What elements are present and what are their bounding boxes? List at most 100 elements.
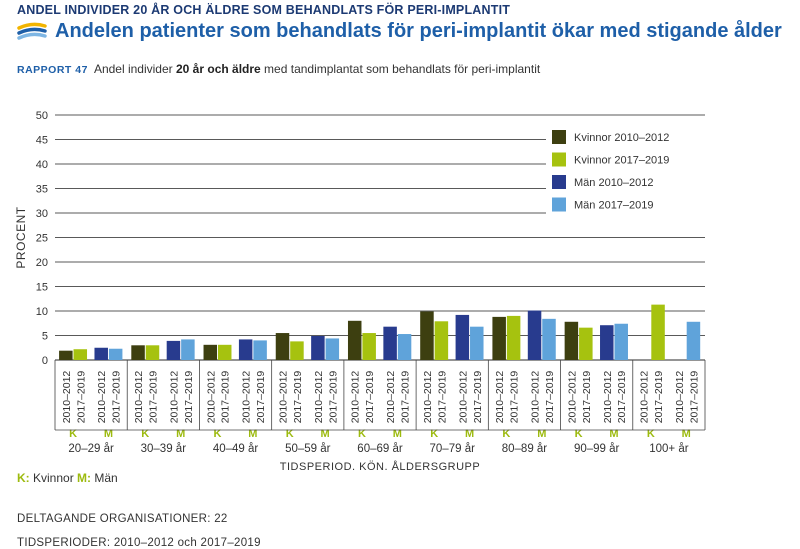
y-tick-label: 15 xyxy=(36,282,48,294)
bar xyxy=(217,344,232,360)
period-label: 2017–2019 xyxy=(616,371,628,424)
period-label: 2017–2019 xyxy=(509,371,521,424)
sex-legend: K: Kvinnor M: Män xyxy=(17,471,118,485)
bar xyxy=(455,314,470,360)
legend-swatch xyxy=(552,175,566,189)
bar xyxy=(470,326,484,360)
period-label: 2017–2019 xyxy=(327,371,339,424)
bar xyxy=(579,327,593,360)
period-label: 2010–2012 xyxy=(278,371,290,424)
sex-label: M xyxy=(321,428,330,440)
period-label: 2017–2019 xyxy=(111,371,123,424)
period-label: 2017–2019 xyxy=(292,371,304,424)
bar xyxy=(311,335,325,360)
period-label: 2017–2019 xyxy=(183,371,195,424)
bar xyxy=(506,315,521,360)
period-label: 2017–2019 xyxy=(400,371,412,424)
period-label: 2017–2019 xyxy=(255,371,267,424)
sex-label: M xyxy=(537,428,546,440)
bar xyxy=(275,333,290,360)
period-label: 2010–2012 xyxy=(422,371,434,424)
bar xyxy=(434,321,449,360)
legend-swatch xyxy=(552,152,566,167)
sex-label: M xyxy=(104,428,113,440)
y-tick-label: 45 xyxy=(36,135,48,147)
chart-title: Andelen patienter som behandlats för per… xyxy=(55,20,782,42)
period-label: 2017–2019 xyxy=(581,371,593,424)
legend-entry: Kvinnor 2010–2012 xyxy=(574,132,669,144)
period-label: 2010–2012 xyxy=(457,371,469,424)
age-group-label: 40–49 år xyxy=(213,443,259,455)
period-label: 2017–2019 xyxy=(75,371,87,424)
bar xyxy=(686,321,701,360)
age-group-label: 100+ år xyxy=(649,443,688,455)
y-tick-label: 0 xyxy=(42,355,48,367)
legend-m-text: Män xyxy=(91,471,118,485)
bar xyxy=(253,340,267,360)
sex-label: K xyxy=(286,428,294,440)
age-group-label: 80–89 år xyxy=(502,443,548,455)
bar xyxy=(362,333,376,360)
footer-organisations: DELTAGANDE ORGANISATIONER: 22 xyxy=(17,513,228,525)
bar xyxy=(397,334,412,360)
bar xyxy=(347,320,362,360)
period-label: 2017–2019 xyxy=(653,371,665,424)
bar xyxy=(131,345,145,360)
period-label: 2017–2019 xyxy=(220,371,232,424)
sex-label: M xyxy=(465,428,474,440)
period-label: 2010–2012 xyxy=(241,371,253,424)
report-number: RAPPORT 47 xyxy=(17,64,88,76)
y-tick-label: 40 xyxy=(36,159,48,171)
sex-label: K xyxy=(214,428,222,440)
x-axis-label: TIDSPERIOD, KÖN, ÅLDERSGRUPP xyxy=(280,460,480,470)
bar xyxy=(383,326,397,360)
legend-entry: Män 2010–2012 xyxy=(574,177,654,189)
period-label: 2017–2019 xyxy=(436,371,448,424)
sex-label: K xyxy=(575,428,583,440)
sex-label: M xyxy=(682,428,691,440)
period-label: 2010–2012 xyxy=(639,371,651,424)
period-label: 2017–2019 xyxy=(148,371,160,424)
sex-label: K xyxy=(647,428,655,440)
bar xyxy=(166,340,181,360)
bar xyxy=(238,339,253,360)
age-group-label: 50–59 år xyxy=(285,443,331,455)
subtitle-text-bold: 20 år och äldre xyxy=(176,62,261,76)
legend-swatch xyxy=(552,130,566,144)
bar xyxy=(145,345,160,360)
legend-m-key: M: xyxy=(77,471,92,485)
bar xyxy=(203,344,218,360)
sex-label: M xyxy=(393,428,402,440)
period-label: 2010–2012 xyxy=(674,371,686,424)
bar xyxy=(108,348,123,360)
sex-label: M xyxy=(248,428,257,440)
y-tick-label: 5 xyxy=(42,331,48,343)
legend-k-key: K: xyxy=(17,471,30,485)
footer-periods: TIDSPERIODER: 2010–2012 och 2017–2019 xyxy=(17,537,261,549)
chart-kicker: ANDEL INDIVIDER 20 ÅR OCH ÄLDRE SOM BEHA… xyxy=(17,3,511,17)
legend-entry: Kvinnor 2017–2019 xyxy=(574,155,669,167)
bar xyxy=(181,339,195,360)
subtitle-text-pre: Andel individer xyxy=(93,62,176,76)
stripes-logo-icon xyxy=(17,22,47,40)
bar xyxy=(527,310,542,360)
sex-label: K xyxy=(358,428,366,440)
sex-label: K xyxy=(502,428,510,440)
period-label: 2010–2012 xyxy=(566,371,578,424)
legend-entry: Män 2017–2019 xyxy=(574,200,654,212)
legend-swatch xyxy=(552,197,566,212)
period-label: 2010–2012 xyxy=(61,371,73,424)
bar xyxy=(94,347,108,360)
y-tick-label: 20 xyxy=(36,257,48,269)
period-label: 2017–2019 xyxy=(544,371,556,424)
period-label: 2010–2012 xyxy=(313,371,325,424)
age-group-label: 30–39 år xyxy=(141,443,187,455)
y-tick-label: 25 xyxy=(36,233,48,245)
y-tick-label: 10 xyxy=(36,306,48,318)
period-label: 2010–2012 xyxy=(350,371,362,424)
bar xyxy=(542,318,556,360)
period-label: 2010–2012 xyxy=(133,371,145,424)
period-label: 2010–2012 xyxy=(602,371,614,424)
sex-label: K xyxy=(69,428,77,440)
